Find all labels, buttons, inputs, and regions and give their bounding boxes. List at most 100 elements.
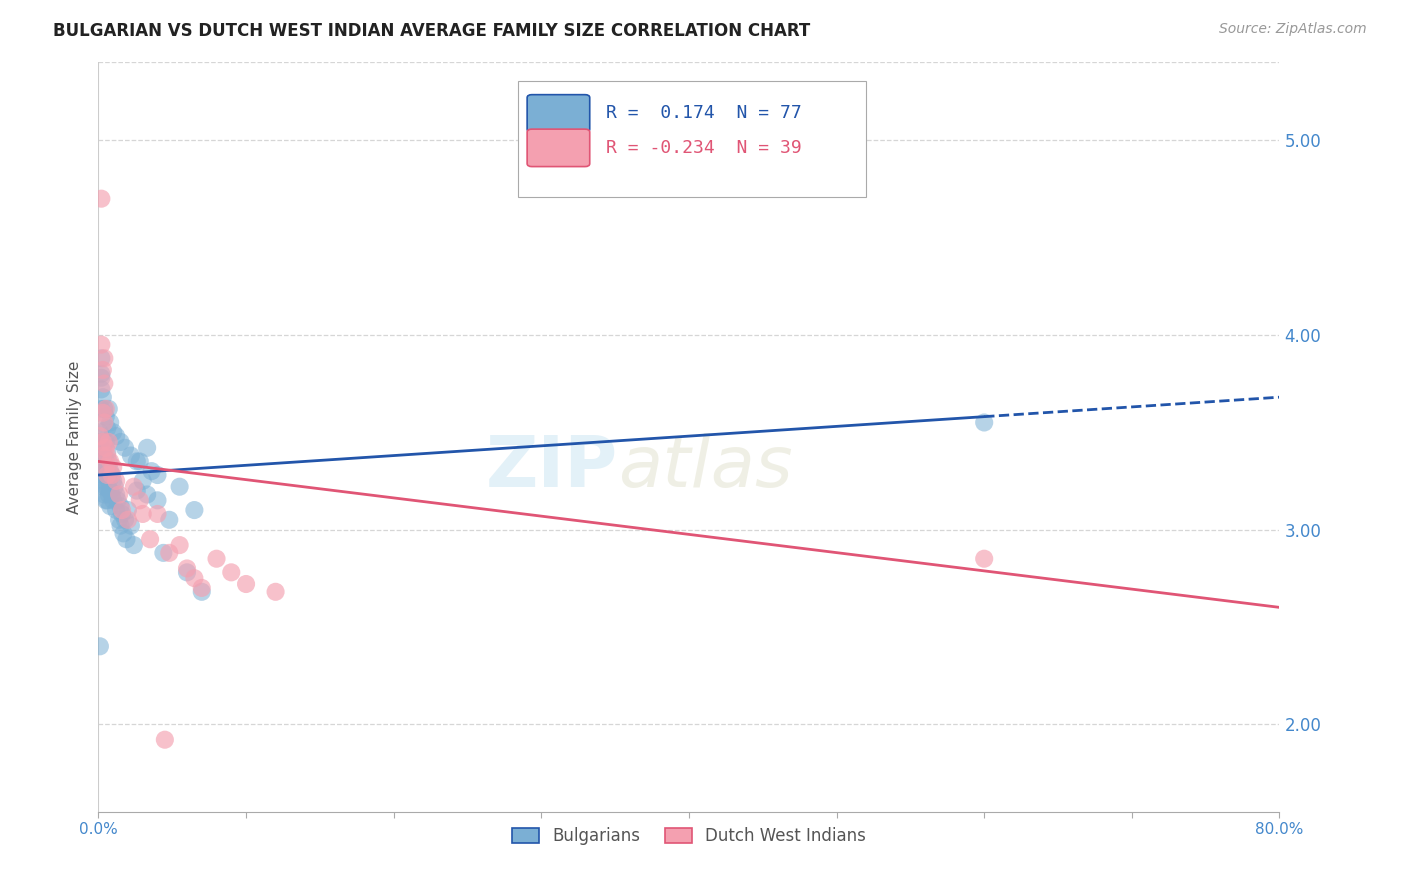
Point <box>96 480 118 494</box>
Point <box>90 337 112 351</box>
Point <box>110 518 132 533</box>
Point <box>128 454 150 468</box>
Point <box>97 434 120 449</box>
Point <box>136 441 159 455</box>
Point <box>221 566 243 580</box>
Point <box>91 449 114 463</box>
Point <box>132 507 155 521</box>
Point <box>191 584 214 599</box>
Point <box>235 577 257 591</box>
Point <box>93 464 115 478</box>
Point <box>146 493 169 508</box>
Point <box>96 421 118 435</box>
FancyBboxPatch shape <box>527 95 589 132</box>
Legend: Bulgarians, Dutch West Indians: Bulgarians, Dutch West Indians <box>505 821 873 852</box>
Point <box>93 376 115 391</box>
Point <box>96 460 118 475</box>
Point <box>114 441 136 455</box>
Point <box>91 468 114 483</box>
Point <box>107 493 129 508</box>
Point <box>183 503 205 517</box>
Text: R = -0.234  N = 39: R = -0.234 N = 39 <box>606 139 801 157</box>
Point <box>97 474 120 488</box>
FancyBboxPatch shape <box>527 129 589 167</box>
Point <box>94 441 117 455</box>
Point <box>110 434 132 449</box>
Point <box>91 406 114 420</box>
Point <box>132 474 155 488</box>
Point <box>120 449 142 463</box>
Point <box>94 480 117 494</box>
Point <box>96 468 118 483</box>
Point <box>114 513 136 527</box>
Point <box>90 351 112 366</box>
Point <box>157 546 180 560</box>
Point <box>146 468 169 483</box>
Point <box>89 434 111 449</box>
Point <box>105 474 128 488</box>
Point <box>117 503 139 517</box>
Point <box>191 581 214 595</box>
Point <box>90 367 112 381</box>
Point <box>125 454 148 468</box>
Point <box>105 503 128 517</box>
Point <box>91 434 114 449</box>
Point <box>205 551 228 566</box>
Point <box>105 487 128 501</box>
Point <box>93 474 115 488</box>
Text: R =  0.174  N = 77: R = 0.174 N = 77 <box>606 104 801 122</box>
Point <box>105 429 128 443</box>
Point <box>94 468 117 483</box>
Point <box>93 351 115 366</box>
Point <box>91 390 114 404</box>
Point <box>117 513 139 527</box>
Point <box>91 480 114 494</box>
Point <box>94 493 117 508</box>
Point <box>91 363 114 377</box>
Point <box>93 401 115 416</box>
Point <box>90 401 112 416</box>
Point <box>96 449 118 463</box>
Point <box>89 425 111 440</box>
Point <box>120 518 142 533</box>
Point <box>100 468 122 483</box>
Point <box>103 493 125 508</box>
Point <box>97 454 120 468</box>
Point <box>93 449 115 463</box>
Point <box>146 507 169 521</box>
Point <box>89 429 111 443</box>
Point <box>104 480 127 494</box>
Point <box>183 571 205 585</box>
Point <box>94 409 117 424</box>
Point <box>91 449 114 463</box>
Point <box>973 551 995 566</box>
FancyBboxPatch shape <box>517 81 866 197</box>
Point <box>169 480 191 494</box>
Text: atlas: atlas <box>619 433 793 501</box>
Point <box>176 561 198 575</box>
Point <box>115 533 138 547</box>
Point <box>139 533 162 547</box>
Point <box>94 401 117 416</box>
Point <box>97 401 120 416</box>
Point <box>94 434 117 449</box>
Point <box>112 526 135 541</box>
Point <box>98 454 121 468</box>
Point <box>98 464 121 478</box>
Point <box>153 732 176 747</box>
Point <box>169 538 191 552</box>
Point <box>94 460 117 475</box>
Point <box>91 460 114 475</box>
Point <box>90 370 112 384</box>
Point <box>122 480 145 494</box>
Point <box>98 416 121 430</box>
Point <box>103 425 125 440</box>
Point <box>103 460 125 475</box>
Point <box>122 538 145 552</box>
Point <box>97 487 120 501</box>
Point <box>96 444 118 458</box>
Point <box>141 464 163 478</box>
Text: ZIP: ZIP <box>486 433 619 501</box>
Point <box>111 507 134 521</box>
Point <box>973 416 995 430</box>
